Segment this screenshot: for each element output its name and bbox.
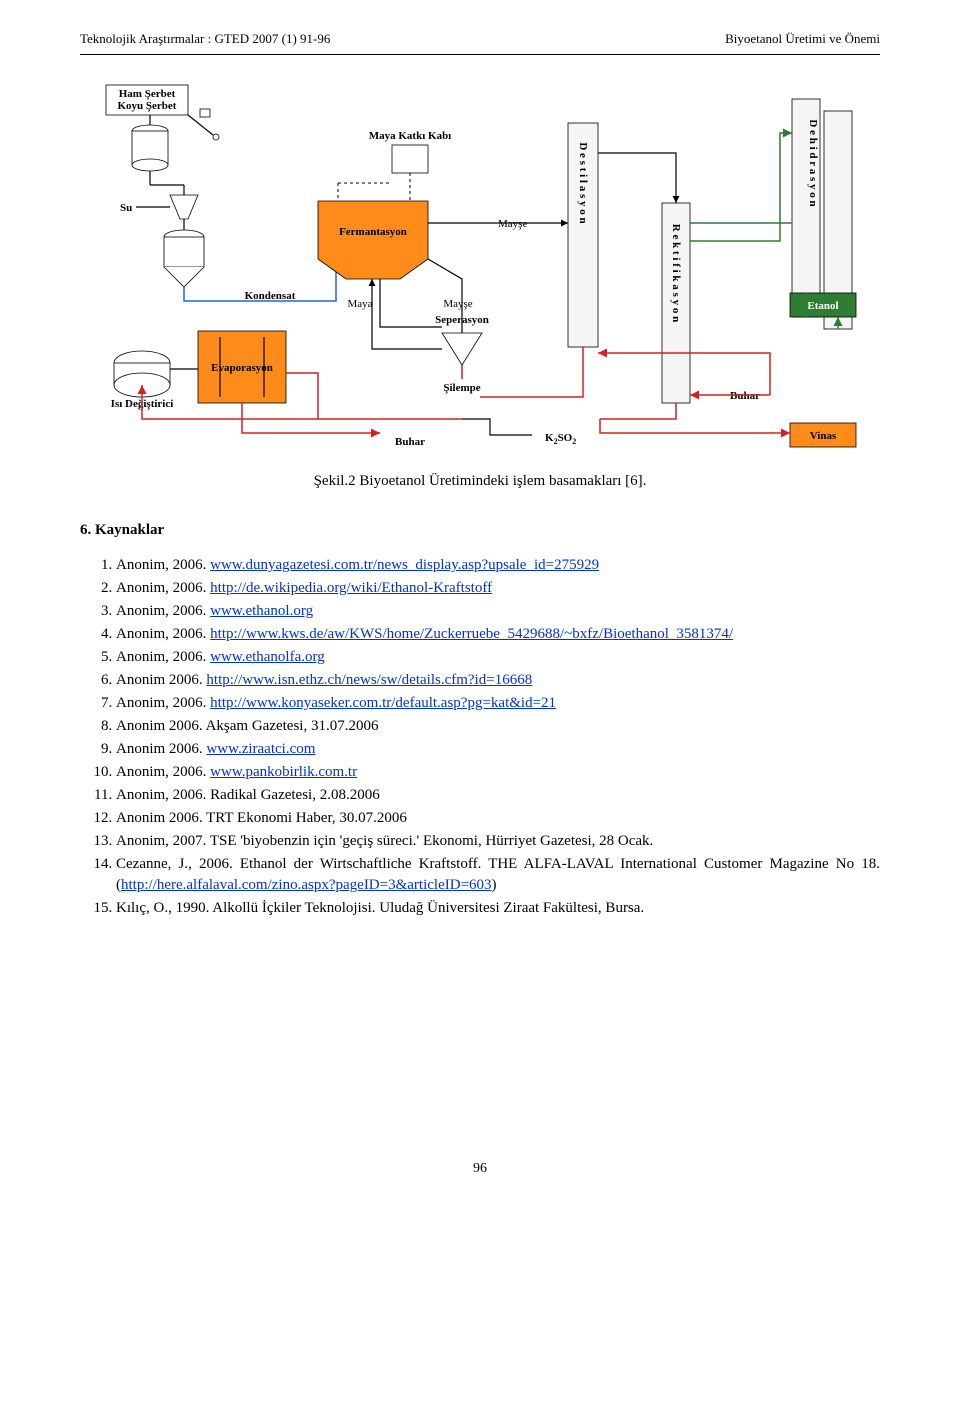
reference-item: Anonim, 2006. www.dunyagazetesi.com.tr/n… (116, 555, 880, 576)
label-buhar: Buhar (395, 436, 425, 448)
reference-link[interactable]: www.ethanolfa.org (210, 649, 325, 665)
header-rule (80, 54, 880, 55)
label-mayse: Mayşe (443, 298, 472, 310)
reference-item: Anonim, 2006. www.pankobirlik.com.tr (116, 762, 880, 783)
reference-item: Anonim, 2006. www.ethanol.org (116, 601, 880, 622)
label-vinas: Vinas (810, 430, 837, 442)
reference-item: Anonim, 2006. http://www.konyaseker.com.… (116, 693, 880, 714)
reference-link[interactable]: www.pankobirlik.com.tr (210, 764, 357, 780)
label-maya: Maya (347, 298, 372, 310)
label-etanol: Etanol (807, 300, 838, 312)
label-kondensat: Kondensat (245, 290, 296, 302)
reference-item: Anonim, 2006. http://de.wikipedia.org/wi… (116, 578, 880, 599)
reference-item: Anonim 2006. TRT Ekonomi Haber, 30.07.20… (116, 808, 880, 829)
header-left: Teknolojik Araştırmalar : GTED 2007 (1) … (80, 30, 330, 48)
process-diagram: Ham Şerbet Koyu Şerbet Su Maya Katkı Kab… (80, 73, 880, 453)
page-number: 96 (80, 1159, 880, 1179)
label-k2so2: K2SO2 (545, 432, 576, 446)
label-maya-katki: Maya Katkı Kabı (369, 130, 452, 142)
label-mayse-top: Mayşe (498, 218, 527, 230)
header-right: Biyoetanol Üretimi ve Önemi (725, 30, 880, 48)
reference-item: Anonim, 2006. http://www.kws.de/aw/KWS/h… (116, 624, 880, 645)
reference-link[interactable]: http://www.isn.ethz.ch/news/sw/details.c… (206, 672, 532, 688)
page-header: Teknolojik Araştırmalar : GTED 2007 (1) … (80, 30, 880, 48)
reference-item: Cezanne, J., 2006. Ethanol der Wirtschaf… (116, 854, 880, 896)
reference-item: Kılıç, O., 1990. Alkollü İçkiler Teknolo… (116, 898, 880, 919)
references-list: Anonim, 2006. www.dunyagazetesi.com.tr/n… (80, 555, 880, 919)
reference-link[interactable]: www.ethanol.org (210, 603, 313, 619)
label-su: Su (120, 202, 132, 214)
reference-item: Anonim, 2006. www.ethanolfa.org (116, 647, 880, 668)
reference-item: Anonim, 2006. Radikal Gazetesi, 2.08.200… (116, 785, 880, 806)
reference-item: Anonim 2006. Akşam Gazetesi, 31.07.2006 (116, 716, 880, 737)
reference-link[interactable]: http://www.konyaseker.com.tr/default.asp… (210, 695, 556, 711)
label-silempe: Şilempe (443, 382, 480, 394)
reference-link[interactable]: www.ziraatci.com (206, 741, 315, 757)
label-destilasyon: D e s t i l a s y o n (577, 143, 589, 224)
reference-link[interactable]: http://here.alfalaval.com/zino.aspx?page… (121, 877, 492, 893)
figure-caption: Şekil.2 Biyoetanol Üretimindeki işlem ba… (80, 471, 880, 492)
label-buhar2: Buhar (730, 390, 760, 402)
label-fermantasyon: Fermantasyon (339, 226, 407, 238)
reference-item: Anonim 2006. http://www.isn.ethz.ch/news… (116, 670, 880, 691)
process-diagram-svg: Ham Şerbet Koyu Şerbet Su Maya Katkı Kab… (80, 73, 880, 453)
label-ham-serbet: Ham Şerbet (119, 88, 176, 100)
svg-text:Koyu Şerbet: Koyu Şerbet (118, 100, 177, 112)
reference-item: Anonim 2006. www.ziraatci.com (116, 739, 880, 760)
reference-item: Anonim, 2007. TSE 'biyobenzin için 'geçi… (116, 831, 880, 852)
reference-link[interactable]: www.dunyagazetesi.com.tr/news_display.as… (210, 557, 599, 573)
label-rektifikasyon: R e k t i f i k a s y o n (670, 224, 682, 322)
reference-link[interactable]: http://www.kws.de/aw/KWS/home/Zuckerrueb… (210, 626, 733, 642)
label-dehidrasyon: D e h i d r a s y o n (807, 120, 819, 207)
section-title: 6. Kaynaklar (80, 520, 880, 541)
reference-link[interactable]: http://de.wikipedia.org/wiki/Ethanol-Kra… (210, 580, 492, 596)
